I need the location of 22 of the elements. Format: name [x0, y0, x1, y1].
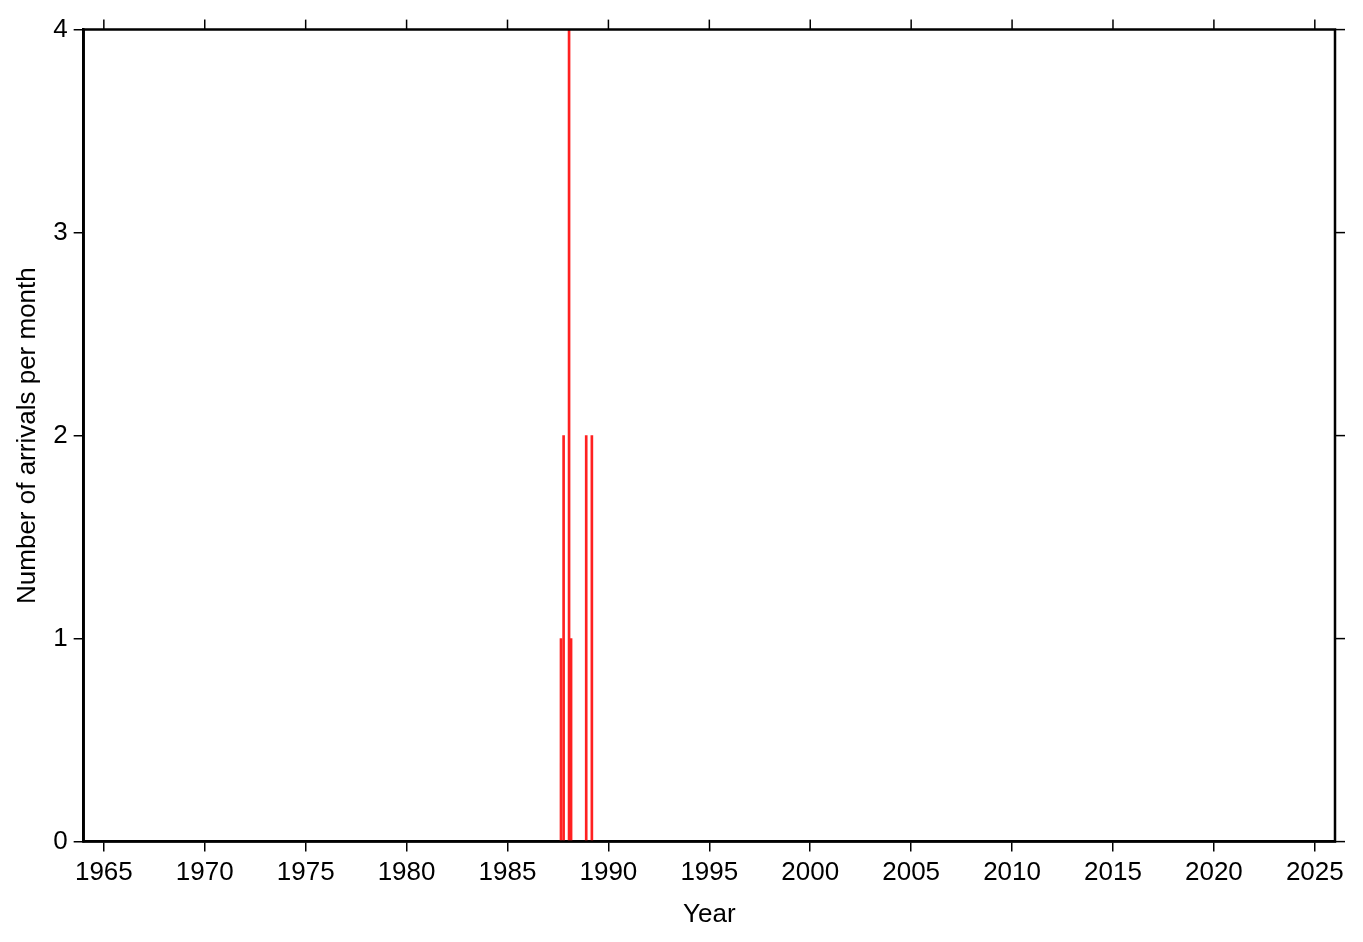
x-tick-label: 1995: [680, 856, 739, 887]
x-axis-title: Year: [683, 897, 736, 928]
x-tick-label: 2005: [882, 856, 941, 887]
bar: [562, 435, 565, 842]
x-tick-label: 1985: [478, 856, 537, 887]
bar: [584, 435, 588, 842]
y-tick-label: 3: [53, 215, 68, 246]
y-tick-label: 0: [53, 824, 68, 855]
x-tick-label: 1970: [175, 856, 234, 887]
x-tick-label: 2025: [1285, 856, 1344, 887]
x-tick-label: 1980: [377, 856, 436, 887]
x-tick-label: 2010: [983, 856, 1041, 887]
y-axis-title: Number of arrivals per month: [10, 267, 41, 604]
y-tick-label: 2: [53, 418, 68, 449]
x-tick-label: 1990: [579, 856, 638, 887]
x-tick-label: 2020: [1184, 856, 1243, 887]
x-tick-label: 2015: [1084, 856, 1142, 887]
x-tick-label: 1975: [276, 856, 335, 887]
y-tick-label: 1: [53, 621, 68, 652]
x-tick-label: 1965: [74, 856, 133, 887]
x-tick-label: 2000: [781, 856, 840, 887]
y-tick-label: 4: [53, 12, 68, 43]
